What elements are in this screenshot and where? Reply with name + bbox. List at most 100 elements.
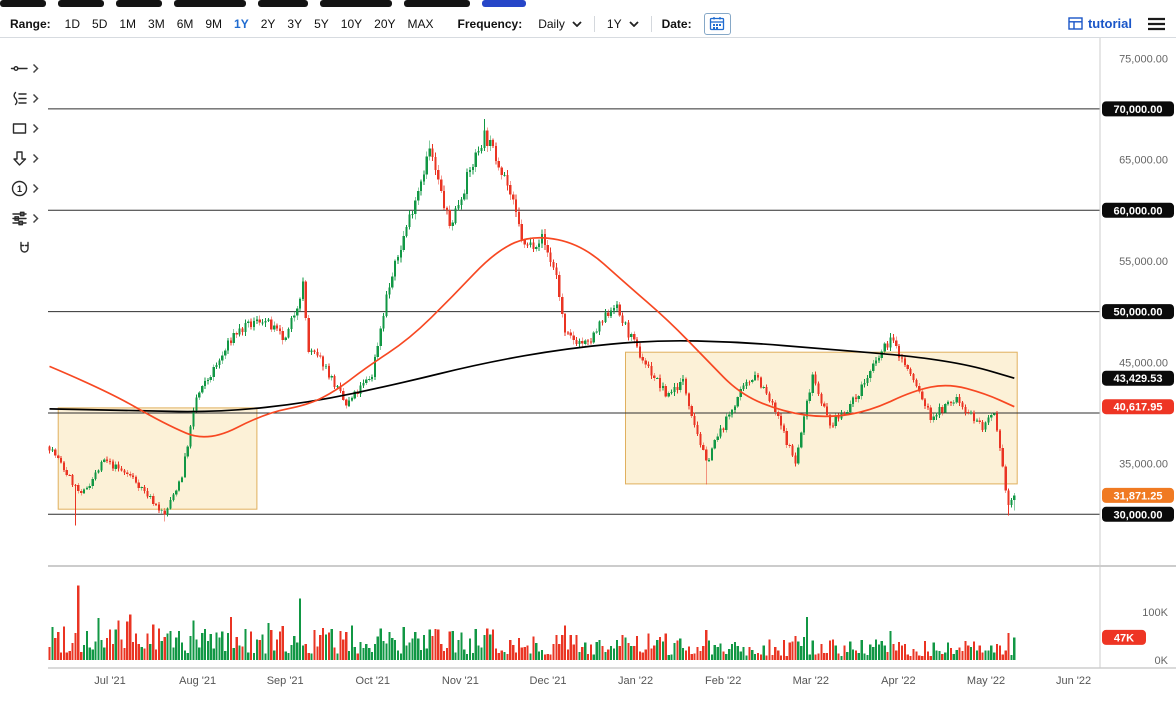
ma-slow-value-badge: 43,429.53 xyxy=(1102,370,1174,386)
brand-link[interactable]: tutorial xyxy=(1068,16,1132,31)
sliders-icon xyxy=(11,211,27,226)
svg-text:60,000.00: 60,000.00 xyxy=(1114,205,1163,217)
y-axis-label: 65,000.00 xyxy=(1119,155,1168,167)
highlight-box-1[interactable] xyxy=(57,407,258,510)
arrow-down-tool-icon xyxy=(12,151,26,166)
toolbar-divider xyxy=(593,15,595,32)
browser-tab-stubs xyxy=(0,0,1176,10)
chevron-down-icon xyxy=(628,20,639,27)
magnet-tool[interactable] xyxy=(15,238,34,259)
y-axis-label: 55,000.00 xyxy=(1119,256,1168,268)
drawing-toolbar: 1 xyxy=(0,38,48,701)
ma-fast-line[interactable] xyxy=(49,236,1015,438)
browser-tab-stub-1[interactable] xyxy=(0,0,46,7)
y-axis-label: 45,000.00 xyxy=(1119,357,1168,369)
range-button-1d[interactable]: 1D xyxy=(59,15,86,33)
browser-tab-stub-6[interactable] xyxy=(320,0,392,7)
x-axis-label: Oct '21 xyxy=(356,675,391,687)
price-badge-30000: 30,000.00 xyxy=(1102,506,1174,522)
svg-text:70,000.00: 70,000.00 xyxy=(1114,104,1163,116)
frequency-label: Frequency: xyxy=(457,16,523,31)
price-badge-60000: 60,000.00 xyxy=(1102,202,1174,218)
price-pane xyxy=(48,108,1100,526)
chevron-right-icon xyxy=(32,183,39,194)
x-axis-label: Nov '21 xyxy=(442,675,479,687)
period-select[interactable]: 1Y xyxy=(599,15,647,33)
period-value: 1Y xyxy=(606,16,622,31)
chevron-right-icon xyxy=(32,213,39,224)
range-button-3m[interactable]: 3M xyxy=(142,15,171,33)
browser-tab-stub-7[interactable] xyxy=(404,0,470,7)
chart-toolbar: Range: 1D 5D 1M 3M 6M 9M 1Y 2Y 3Y 5Y 10Y 20Y MAX Fre… xyxy=(0,10,1176,38)
range-buttons: 1D 5D 1M 3M 6M 9M 1Y 2Y 3Y 5Y 10Y 20Y MAX xyxy=(59,15,440,33)
browser-tab-stub-8[interactable] xyxy=(482,0,526,7)
browser-tab-stub-4[interactable] xyxy=(174,0,246,7)
y-axis[interactable]: 75,000.00 65,000.00 55,000.00 45,000.00 35,0… xyxy=(1119,53,1169,667)
date-picker-button[interactable] xyxy=(703,12,731,35)
range-button-9m[interactable]: 9M xyxy=(199,15,228,33)
browser-tab-stub-3[interactable] xyxy=(116,0,162,7)
range-button-3y[interactable]: 3Y xyxy=(281,15,308,33)
svg-text:50,000.00: 50,000.00 xyxy=(1114,307,1163,319)
range-button-1y[interactable]: 1Y xyxy=(228,15,255,33)
line-tool-icon xyxy=(10,65,28,71)
range-button-2y[interactable]: 2Y xyxy=(255,15,282,33)
toolbar-divider xyxy=(650,15,652,32)
volume-last-badge: 47K xyxy=(1102,629,1146,645)
volume-axis-label: 100K xyxy=(1142,607,1168,619)
svg-text:43,429.53: 43,429.53 xyxy=(1114,373,1163,385)
chevron-right-icon xyxy=(32,63,39,74)
range-button-max[interactable]: MAX xyxy=(402,15,440,33)
range-button-20y[interactable]: 20Y xyxy=(368,15,401,33)
price-badge-70000: 70,000.00 xyxy=(1102,101,1174,117)
x-axis-label: May '22 xyxy=(967,675,1005,687)
chart-body: 1 75,000.00 65,000.00 55,000.00 45,000.0 xyxy=(0,38,1176,701)
menu-button[interactable] xyxy=(1147,17,1166,31)
chevron-right-icon xyxy=(32,93,39,104)
number-annotation-tool[interactable]: 1 xyxy=(10,178,39,199)
range-label: Range: xyxy=(10,16,51,31)
range-button-10y[interactable]: 10Y xyxy=(335,15,368,33)
chevron-right-icon xyxy=(32,123,39,134)
y-axis-label: 35,000.00 xyxy=(1119,459,1168,471)
calendar-icon xyxy=(709,17,725,31)
chevron-right-icon xyxy=(32,153,39,164)
highlight-box-2[interactable] xyxy=(625,351,1018,485)
svg-text:1: 1 xyxy=(16,184,21,194)
volume-pane xyxy=(48,585,1016,660)
frequency-select[interactable]: Daily xyxy=(530,15,590,33)
range-button-6m[interactable]: 6M xyxy=(171,15,200,33)
svg-text:40,617.95: 40,617.95 xyxy=(1114,402,1163,414)
shapes-tool[interactable] xyxy=(10,118,39,139)
range-button-5y[interactable]: 5Y xyxy=(308,15,335,33)
svg-text:31,871.25: 31,871.25 xyxy=(1114,490,1163,502)
arrow-tool[interactable] xyxy=(10,148,39,169)
x-axis-label: Jan '22 xyxy=(618,675,653,687)
range-button-1m[interactable]: 1M xyxy=(113,15,142,33)
ma-slow-line[interactable] xyxy=(49,339,1015,413)
volume-axis-label: 0K xyxy=(1155,655,1169,667)
line-tool[interactable] xyxy=(10,58,39,79)
rectangle-tool-icon xyxy=(12,123,26,134)
hamburger-menu-icon xyxy=(1148,17,1165,30)
browser-tab-stub-5[interactable] xyxy=(258,0,308,7)
x-axis-label: Sep '21 xyxy=(267,675,304,687)
x-axis-label: Aug '21 xyxy=(179,675,216,687)
y-axis-label: 75,000.00 xyxy=(1119,53,1168,65)
settings-tool[interactable] xyxy=(10,208,39,229)
browser-tab-stub-2[interactable] xyxy=(58,0,104,7)
magnet-tool-icon xyxy=(19,241,29,253)
brand-text: tutorial xyxy=(1087,16,1132,31)
ma-fast-value-badge: 40,617.95 xyxy=(1102,399,1174,415)
annotations-tool[interactable] xyxy=(10,88,39,109)
range-button-5d[interactable]: 5D xyxy=(86,15,113,33)
frequency-value: Daily xyxy=(538,16,565,31)
date-label: Date: xyxy=(661,16,692,31)
chevron-down-icon xyxy=(572,20,582,27)
circled-number-icon: 1 xyxy=(11,180,27,197)
price-chart[interactable]: 75,000.00 65,000.00 55,000.00 45,000.00 35,0… xyxy=(48,38,1176,701)
x-axis-labels[interactable]: Jul '21 Aug '21 Sep '21 Oct '21 Nov '21 Dec '… xyxy=(94,675,1091,687)
x-axis-label: Feb '22 xyxy=(705,675,741,687)
x-axis-label: Jul '21 xyxy=(94,675,125,687)
